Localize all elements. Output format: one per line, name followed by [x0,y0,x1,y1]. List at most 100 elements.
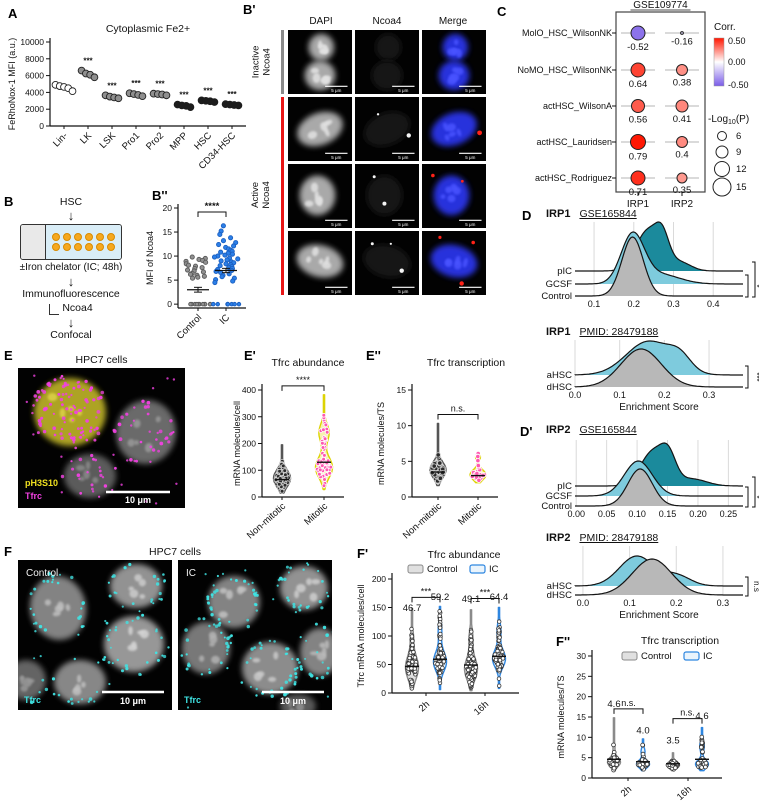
svg-text:n.s.: n.s. [451,404,466,414]
well-dot [96,243,104,252]
group-label-inactive: Inactive Ncoa4 [250,45,272,79]
svg-text:10 μm: 10 μm [280,696,306,706]
svg-text:Corr.: Corr. [714,22,736,33]
panel-dp-ridge-1: pICGCSFControl0.000.050.100.150.200.25**… [539,438,759,532]
svg-text:-0.16: -0.16 [671,36,693,47]
panel-e-title: HPC7 cells [75,354,128,366]
confocal-label: Confocal [50,328,92,341]
well-dot [96,233,104,242]
panel-fp-chart: Tfrc abundance Control IC 0 50 100 150 200 Tfrc … [352,545,532,757]
elbow-connector-icon [49,303,60,315]
strip-svg: Cytoplasmic Fe2+ 0 2000 4000 6000 8000 10000Fe… [7,23,246,172]
microscopy-svg: IC Tfrc 10 μm [178,560,332,710]
svg-text:MPP: MPP [168,130,190,152]
bp-image-r3-c2: 5 μm [355,164,419,228]
hsc-label: HSC [59,196,83,208]
group-active-wrap: Active Ncoa4 [244,130,280,260]
panel-fp-label: F' [357,546,369,561]
svg-text:***: *** [131,79,141,88]
panel-f-image-control: Control Tfrc 10 μm [18,560,172,710]
svg-text:0.1: 0.1 [588,299,601,309]
svg-text:150: 150 [372,603,386,613]
svg-text:0.35: 0.35 [673,185,692,196]
svg-text:IC: IC [186,568,196,579]
bp-image-r1-c3: 5 μm [422,30,486,94]
svg-text:***: *** [752,372,759,381]
svg-text:25: 25 [577,671,587,681]
bp-image-r1-c2: 5 μm [355,30,419,94]
bp-image-r4-c2: 5 μm [355,231,419,295]
svg-text:***: *** [227,90,237,99]
svg-text:10000: 10000 [20,37,44,47]
svg-text:Tfrc mRNA molecules/cell: Tfrc mRNA molecules/cell [356,584,366,687]
svg-text:Non-mitotic: Non-mitotic [401,501,444,541]
svg-text:IC: IC [489,564,499,575]
panel-dp-ridge-2: aHSC dHSC 0.0 0.1 0.2 0.3 Enrichment Score n.s [539,544,759,632]
panel-c-chart: GSE109774 MolO_HSC_WilsonNK -0.52 -0.16 NoMO… [492,0,759,212]
svg-text:0.00: 0.00 [567,509,585,519]
svg-text:Tfrc: Tfrc [184,695,201,705]
svg-text:16h: 16h [675,784,694,803]
arrow-down-icon: ↓ [67,208,75,224]
panel-e-image: pH3S10 Tfrc 10 μm [18,368,185,508]
svg-text:***: *** [421,586,432,596]
svg-text:****: **** [296,375,311,385]
svg-text:100: 100 [372,631,386,641]
svg-text:pIC: pIC [557,266,572,277]
svg-text:15: 15 [163,227,173,237]
svg-text:0.0: 0.0 [577,598,590,608]
svg-text:0: 0 [581,773,586,783]
svg-text:dHSC: dHSC [547,382,572,393]
microscopy-svg: pH3S10 Tfrc 10 μm [18,368,185,508]
panel-f-image-ic: IC Tfrc 10 μm [178,560,332,710]
svg-text:0.05: 0.05 [598,509,616,519]
svg-text:15: 15 [397,385,407,395]
svg-text:Tfrc abundance: Tfrc abundance [428,549,501,561]
svg-text:Non-mitotic: Non-mitotic [245,501,288,541]
svg-text:200: 200 [372,574,386,584]
svg-text:0.1: 0.1 [623,598,636,608]
inactive-group-bar [281,30,284,94]
well-dot [85,233,93,242]
svg-text:300: 300 [242,412,256,422]
svg-text:-0.50: -0.50 [728,80,749,90]
svg-text:0.20: 0.20 [689,509,707,519]
svg-text:n.s.: n.s. [621,698,636,708]
panel-bpp-chart: 0 5 10 15 20 MFI of Ncoa4 Control IC **** [142,196,250,396]
svg-text:400: 400 [242,385,256,395]
svg-text:actHSC_Lauridsen: actHSC_Lauridsen [536,137,612,147]
microscopy-svg: 5 μm [422,164,486,228]
dp2-dataset-label: PMID: 28479188 [579,532,659,544]
well-dot [107,243,115,252]
svg-text:0.2: 0.2 [628,299,641,309]
microscopy-svg: 5 μm [422,30,486,94]
svg-text:0.38: 0.38 [673,78,692,89]
svg-text:FeRhoNox-1 MFI (a.u.): FeRhoNox-1 MFI (a.u.) [7,38,17,131]
svg-text:LSK: LSK [98,130,119,151]
panel-b-label: B [4,194,14,209]
svg-text:100: 100 [242,465,256,475]
bp-image-r2-c1: 5 μm [288,97,352,161]
culture-dish [20,224,122,261]
svg-text:4.6: 4.6 [607,699,620,710]
svg-text:5: 5 [401,456,406,466]
well-dot [63,243,71,252]
svg-text:Pro1: Pro1 [120,130,142,152]
svg-text:5 μm: 5 μm [465,155,475,160]
svg-text:MFI of Ncoa4: MFI of Ncoa4 [145,231,155,285]
d2-dataset-label: PMID: 28479188 [579,326,659,338]
svg-text:Control: Control [427,564,458,575]
svg-text:0.10: 0.10 [628,509,646,519]
svg-text:0.0: 0.0 [569,390,582,400]
well-dot [52,243,60,252]
svg-text:aHSC: aHSC [547,370,572,381]
svg-text:IC: IC [703,651,713,662]
svg-text:5 μm: 5 μm [465,222,475,227]
svg-text:GSE109774: GSE109774 [633,0,688,11]
svg-text:***: *** [83,57,93,66]
bp-image-r2-c3: 5 μm [422,97,486,161]
svg-text:5: 5 [581,753,586,763]
